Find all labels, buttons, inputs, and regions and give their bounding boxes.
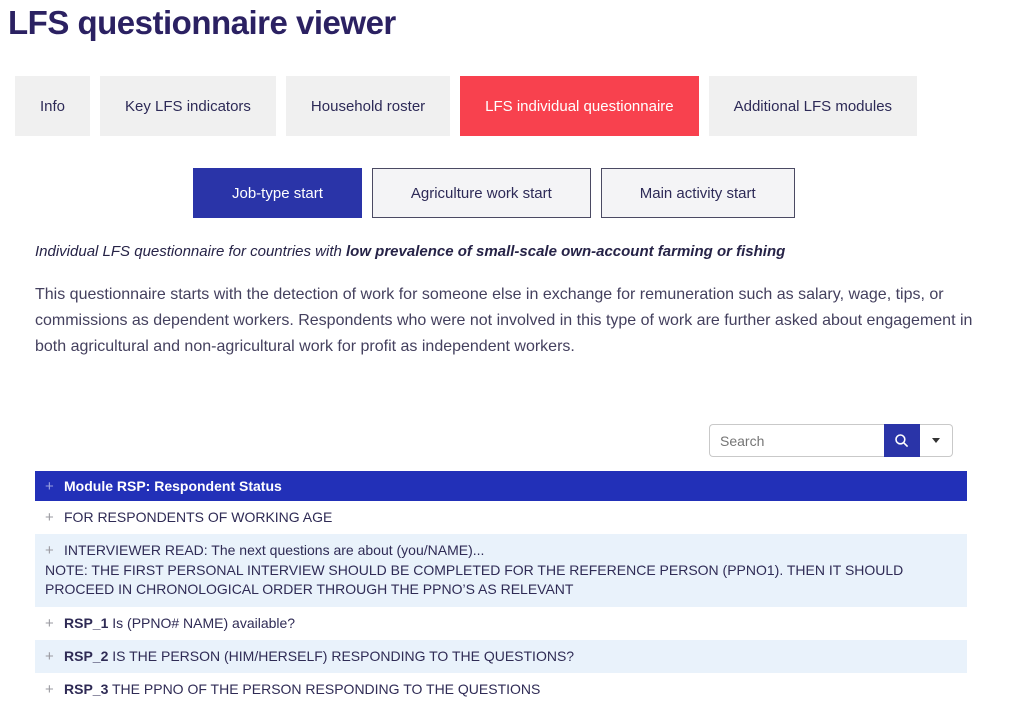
question-text: INTERVIEWER READ: The next questions are… [64, 542, 485, 558]
expand-plus-icon[interactable]: + [45, 509, 54, 526]
start-button-agriculture-work-start[interactable]: Agriculture work start [371, 168, 591, 218]
search-options-button[interactable] [920, 424, 953, 457]
expand-plus-icon[interactable]: + [45, 648, 54, 665]
tab-lfs-individual-questionnaire[interactable]: LFS individual questionnaire [460, 76, 699, 136]
expand-plus-icon[interactable]: + [45, 615, 54, 632]
question-text: FOR RESPONDENTS OF WORKING AGE [64, 509, 333, 525]
search-input[interactable] [709, 424, 884, 457]
expand-plus-icon[interactable]: + [45, 681, 54, 698]
tab-key-lfs-indicators[interactable]: Key LFS indicators [100, 76, 276, 136]
intro-lead-regular: Individual LFS questionnaire for countri… [35, 243, 347, 260]
main-tabs: Info Key LFS indicators Household roster LF… [15, 76, 1024, 136]
page-title: LFS questionnaire viewer [8, 4, 396, 41]
question-text: IS THE PERSON (HIM/HERSELF) RESPONDING T… [112, 648, 575, 664]
start-button-job-type-start[interactable]: Job-type start [193, 168, 362, 218]
tab-household-roster[interactable]: Household roster [285, 76, 451, 136]
start-button-main-activity-start[interactable]: Main activity start [600, 168, 795, 218]
question-row[interactable]: + INTERVIEWER READ: The next questions ar… [35, 534, 967, 607]
tab-info[interactable]: Info [15, 76, 91, 136]
intro-paragraph: This questionnaire starts with the detec… [35, 286, 973, 355]
expand-plus-icon[interactable]: + [45, 478, 54, 495]
search-button[interactable] [884, 424, 920, 457]
search-bar [709, 424, 953, 457]
intro-lead: Individual LFS questionnaire for countri… [35, 243, 1024, 260]
question-list: + Module RSP: Respondent Status + FOR RESPO… [35, 471, 967, 701]
questionnaire-start-buttons: Job-type start Agriculture work start Main… [193, 168, 1024, 218]
expand-plus-icon[interactable]: + [45, 542, 54, 559]
question-row[interactable]: + RSP_2 IS THE PERSON (HIM/HERSELF) RESPO… [35, 640, 967, 673]
intro-lead-bold: low prevalence of small-scale own-accoun… [346, 243, 786, 260]
caret-down-icon [932, 438, 940, 443]
question-row[interactable]: + RSP_3 THE PPNO OF THE PERSON RESPONDING… [35, 673, 967, 701]
question-row[interactable]: + RSP_1 Is (PPNO# NAME) available? [35, 607, 967, 640]
search-icon [894, 433, 910, 449]
question-code: RSP_3 [64, 681, 109, 697]
question-code: RSP_1 [64, 615, 109, 631]
question-text: THE PPNO OF THE PERSON RESPONDING TO THE… [112, 681, 541, 697]
tab-additional-lfs-modules[interactable]: Additional LFS modules [708, 76, 918, 136]
question-row[interactable]: + FOR RESPONDENTS OF WORKING AGE [35, 501, 967, 534]
module-header-row[interactable]: + Module RSP: Respondent Status [35, 471, 967, 501]
question-note: NOTE: THE FIRST PERSONAL INTERVIEW SHOUL… [45, 562, 904, 597]
question-code: RSP_2 [64, 648, 109, 664]
question-text: Is (PPNO# NAME) available? [112, 615, 296, 631]
question-code: Module RSP: Respondent Status [64, 478, 282, 494]
